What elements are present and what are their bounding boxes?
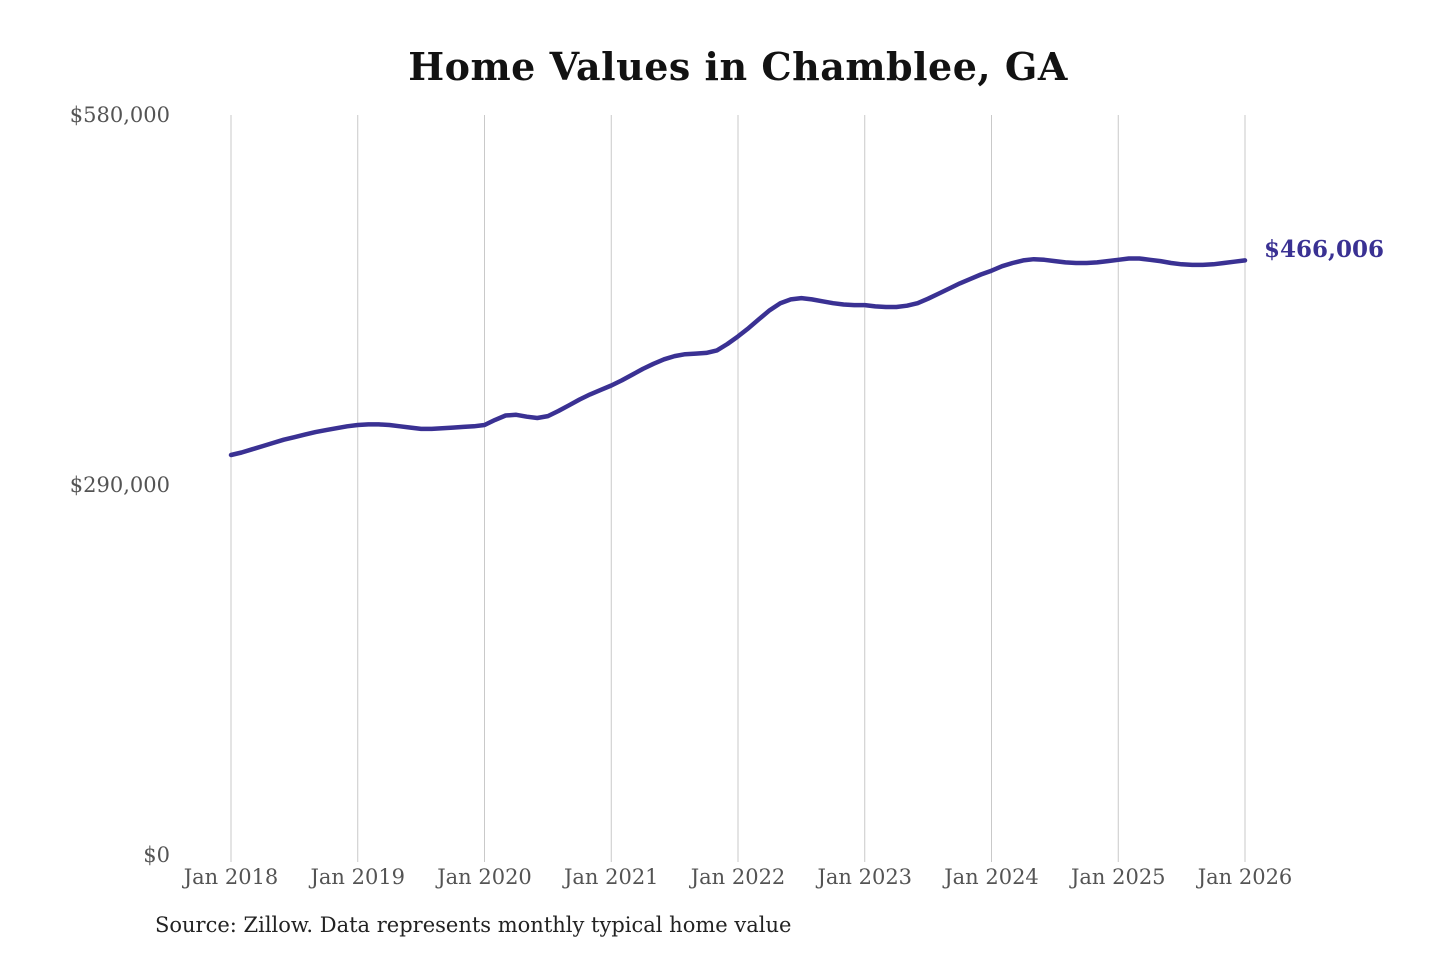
x-tick-label: Jan 2024 <box>944 865 1039 889</box>
series-group <box>228 256 1248 458</box>
x-tick-label: Jan 2020 <box>437 865 532 889</box>
source-note: Source: Zillow. Data represents monthly … <box>155 913 792 937</box>
y-tick-label: $290,000 <box>69 473 170 497</box>
y-tick-label: $0 <box>143 843 170 867</box>
x-tick-label: Jan 2021 <box>563 865 659 889</box>
y-tick-label: $580,000 <box>69 103 170 127</box>
x-tick-label: Jan 2025 <box>1070 865 1166 889</box>
home-value-line <box>228 256 1248 458</box>
x-tick-label: Jan 2022 <box>690 865 786 889</box>
x-tick-label: Jan 2023 <box>817 865 913 889</box>
x-tick-label: Jan 2018 <box>183 865 279 889</box>
chart-title: Home Values in Chamblee, GA <box>408 44 1068 89</box>
x-tick-label: Jan 2026 <box>1197 865 1293 889</box>
x-tick-label: Jan 2019 <box>310 865 406 889</box>
end-value-label: $466,006 <box>1264 236 1385 264</box>
gridlines-group <box>230 115 1246 862</box>
